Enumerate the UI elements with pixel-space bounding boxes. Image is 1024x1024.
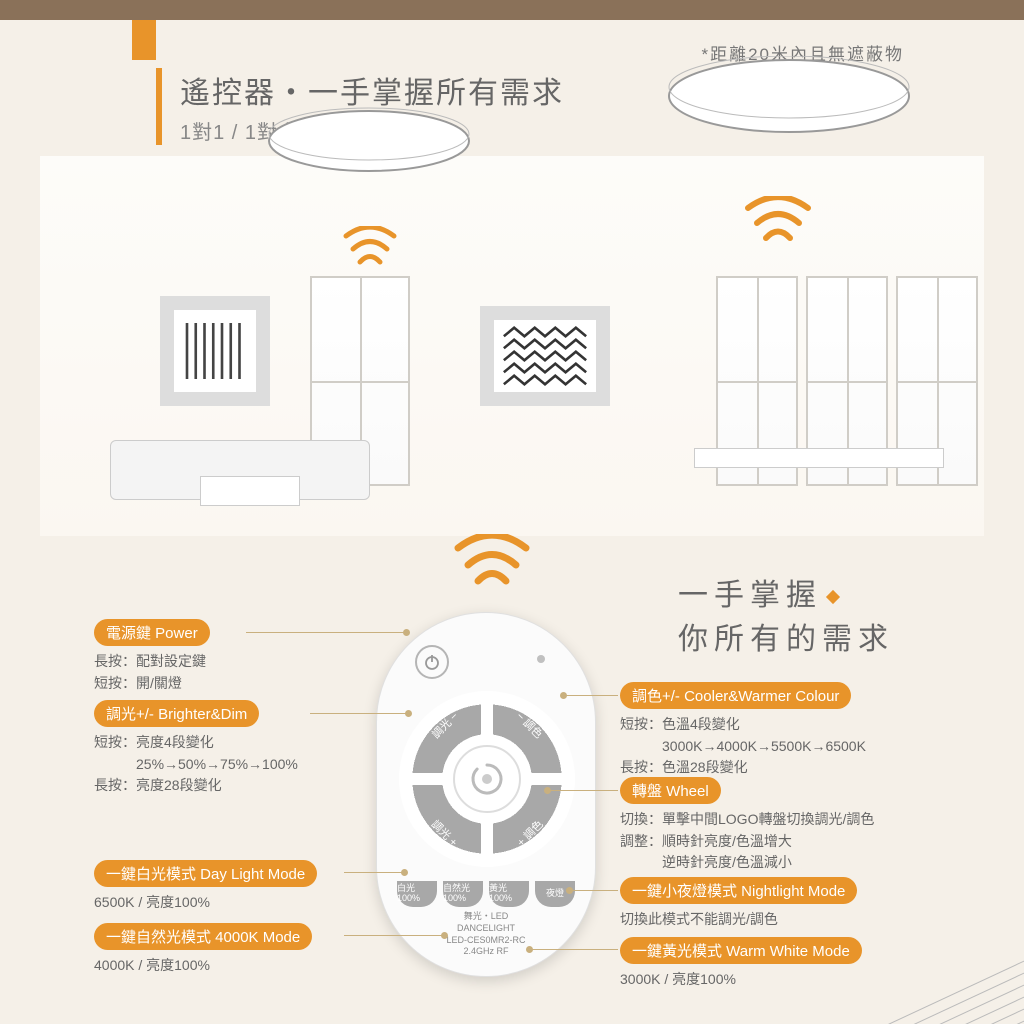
callout-badge: 一鍵白光模式 Day Light Mode [94,860,317,887]
callout-badge: 調色+/- Cooler&Warmer Colour [620,682,851,709]
callout-badge: 轉盤 Wheel [620,777,721,804]
natural-mode-button[interactable]: 自然光 100% [443,881,483,907]
callout: 電源鍵 Power 長按：配對設定鍵短按：開/關燈 [94,619,210,694]
sub-line1: 一手掌握 [678,579,822,612]
corner-stripes [764,904,1024,1024]
dpad-ring: 調光 − − 調色 調光 + + 調色 [399,691,575,867]
ceiling-lamp-icon [664,56,914,136]
callout-desc: 長按：配對設定鍵短按：開/關燈 [94,651,210,694]
callout: 一鍵白光模式 Day Light Mode 6500K / 亮度100% [94,860,317,914]
dpad-dim-plus[interactable]: 調光 + [428,816,462,850]
leader-line [344,872,404,873]
dining-table [694,448,944,468]
wheel-button[interactable] [453,745,521,813]
painting-lines [160,296,270,406]
leader-line [570,890,618,891]
wifi-icon [340,226,400,275]
callout-desc: 短按：色溫4段變化 3000K→4000K→5500K→6500K長按：色溫28… [620,714,866,779]
nightlight-mode-button[interactable]: 夜燈 [535,881,575,907]
callout-badge: 調光+/- Brighter&Dim [94,700,259,727]
callout: 轉盤 Wheel 切換：單擊中間LOGO轉盤切換調光/調色調整：順時針亮度/色溫增… [620,777,874,874]
callout-badge: 一鍵小夜燈模式 Nightlight Mode [620,877,857,904]
dpad-color-plus[interactable]: + 調色 [512,816,546,850]
sub-line2: 你所有的需求 [678,614,894,658]
leader-line [530,949,618,950]
daylight-mode-button[interactable]: 白光 100% [397,881,437,907]
led-indicator [537,655,545,663]
callout-badge: 一鍵自然光模式 4000K Mode [94,923,312,950]
diamond-icon [826,590,840,604]
leader-line [344,935,444,936]
mode-button-row: 白光 100% 自然光 100% 黃光 100% 夜燈 [397,881,575,907]
callout-desc: 短按：亮度4段變化 25%→50%→75%→100%長按：亮度28段變化 [94,732,298,797]
dpad-color-minus[interactable]: − 調色 [512,708,546,742]
ceiling-lamp-icon [264,106,474,176]
callout: 一鍵自然光模式 4000K Mode 4000K / 亮度100% [94,923,312,977]
callout-desc: 4000K / 亮度100% [94,955,312,977]
leader-line [246,632,406,633]
callout-desc: 6500K / 亮度100% [94,892,317,914]
warm-mode-button[interactable]: 黃光 100% [489,881,529,907]
painting-zigzag [480,306,610,406]
callout-desc: 切換：單擊中間LOGO轉盤切換調光/調色調整：順時針亮度/色溫增大 逆時針亮度/… [620,809,874,874]
coffee-table [200,476,300,506]
callout: 調色+/- Cooler&Warmer Colour 短按：色溫4段變化 3000… [620,682,866,779]
callout: 調光+/- Brighter&Dim 短按：亮度4段變化 25%→50%→75%→… [94,700,298,797]
callout-badge: 電源鍵 Power [94,619,210,646]
room-illustration [40,156,984,536]
sub-heading: 一手掌握 你所有的需求 [678,570,894,658]
remote-control: 調光 − − 調色 調光 + + 調色 白光 100% 自然光 100% 黃光 … [376,612,596,977]
wifi-icon [742,196,814,253]
dpad-dim-minus[interactable]: 調光 − [428,708,462,742]
leader-line [310,713,408,714]
wifi-icon [452,534,532,597]
orange-tab [132,20,156,60]
power-button[interactable] [415,645,449,679]
top-brown-bar [0,0,1024,20]
leader-line [548,790,618,791]
leader-line [564,695,618,696]
